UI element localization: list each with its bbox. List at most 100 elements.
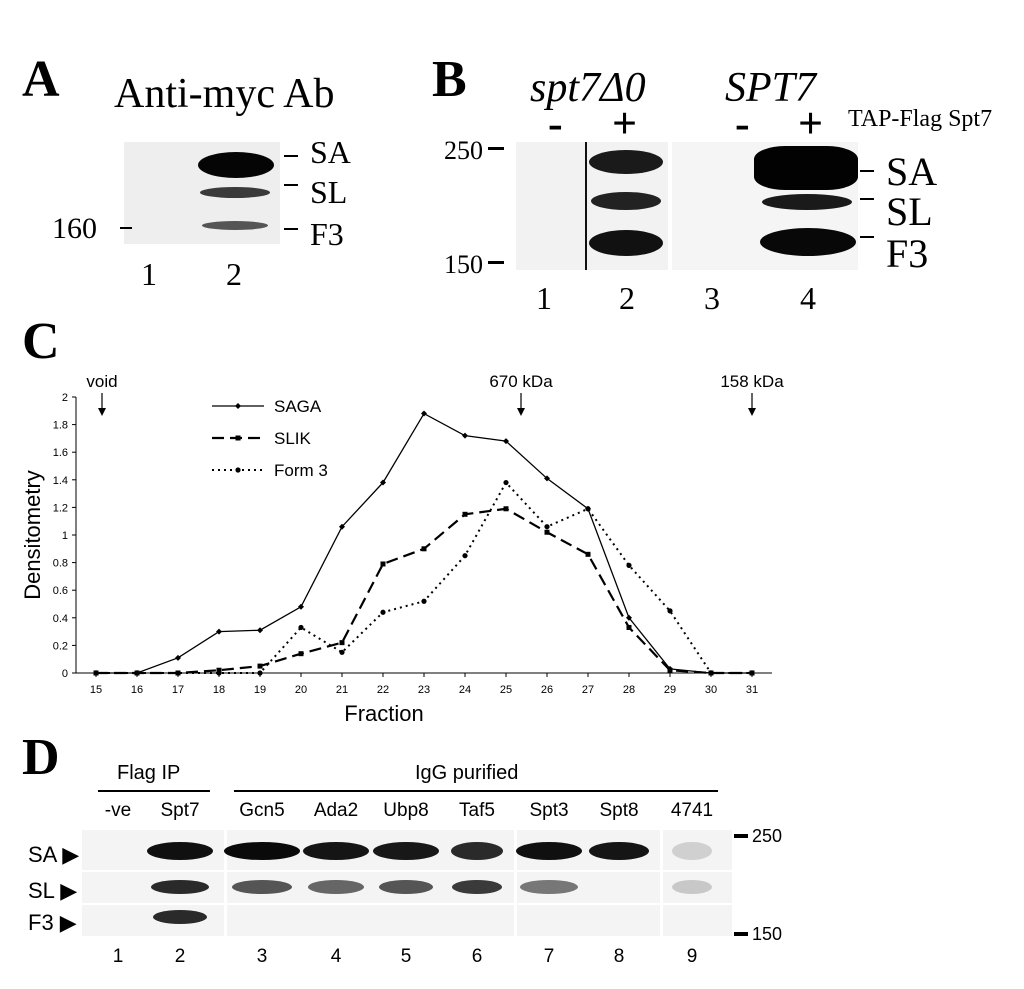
construct-label: TAP-Flag Spt7 — [848, 106, 993, 132]
band-label-sl: SL — [310, 174, 348, 210]
panel-d-blot — [82, 830, 732, 936]
data-point — [626, 624, 632, 630]
panel-d-letter: D — [22, 729, 60, 786]
data-point — [585, 506, 591, 512]
blot-band — [762, 194, 852, 210]
marker-label-150: 150 — [752, 924, 783, 944]
legend-label: Form 3 — [274, 461, 328, 480]
data-point — [339, 649, 345, 655]
blot-band — [589, 150, 663, 174]
y-tick-label: 0.6 — [53, 585, 68, 597]
sign-minus: - — [548, 99, 563, 148]
marker-tick — [488, 261, 504, 264]
data-point — [216, 670, 222, 676]
annotation-arrowhead — [517, 408, 525, 416]
row-divider — [82, 903, 732, 905]
legend-marker — [235, 403, 241, 409]
column-header: -ve — [104, 800, 132, 821]
band-label-f3: F3 — [886, 231, 929, 276]
blot-band — [147, 842, 213, 860]
blot-band — [760, 228, 856, 256]
x-tick-label: 23 — [418, 684, 430, 696]
y-tick-label: 2 — [62, 392, 68, 404]
lane-number: 6 — [471, 946, 483, 967]
x-tick-label: 20 — [295, 684, 307, 696]
blot-band — [232, 880, 292, 894]
data-point — [339, 523, 345, 530]
marker-tick — [734, 834, 748, 838]
x-tick-label: 18 — [213, 684, 225, 696]
x-tick-label: 16 — [131, 684, 143, 696]
data-point — [503, 479, 509, 486]
blot-band — [379, 880, 433, 894]
annotation-arrowhead — [98, 408, 106, 416]
blot-band — [672, 880, 712, 894]
legend-marker — [235, 467, 241, 473]
annotation-label: void — [86, 372, 117, 391]
blot-band — [589, 842, 649, 860]
group-label-igg-purified: IgG purified — [415, 762, 519, 784]
blot-band — [308, 880, 364, 894]
band-label-sa: SA — [310, 134, 351, 170]
panel-a-blot — [124, 142, 280, 244]
panel-b-letter: B — [432, 51, 467, 108]
x-tick-label: 17 — [172, 684, 184, 696]
data-point — [421, 546, 427, 552]
annotation-arrowhead — [748, 408, 756, 416]
x-tick-label: 15 — [90, 684, 102, 696]
data-point — [544, 475, 550, 482]
panel-a-letter: A — [22, 51, 60, 108]
data-point — [380, 609, 386, 615]
data-point — [462, 511, 468, 517]
data-point — [421, 598, 427, 604]
marker-tick — [488, 147, 504, 150]
column-header: Ada2 — [313, 800, 359, 821]
data-point — [503, 506, 509, 512]
band-tick — [860, 198, 874, 200]
data-point — [216, 628, 222, 635]
data-point — [421, 410, 427, 417]
y-tick-label: 0 — [62, 668, 68, 680]
legend-label: SAGA — [274, 397, 322, 416]
x-axis-title: Fraction — [344, 701, 423, 726]
blot-band — [452, 880, 502, 894]
sign-plus: + — [612, 99, 638, 148]
data-point — [544, 529, 550, 535]
lane-number: 1 — [141, 256, 157, 292]
column-header: 4741 — [670, 800, 714, 821]
series-line-saga — [96, 412, 752, 674]
row-label-sl: SL ▶ — [28, 878, 78, 903]
sign-plus: + — [798, 99, 824, 148]
y-tick-label: 0.2 — [53, 640, 68, 652]
lane-number: 2 — [619, 280, 635, 316]
y-tick-label: 0.4 — [53, 613, 68, 625]
x-tick-label: 30 — [705, 684, 717, 696]
lane-number: 5 — [400, 946, 412, 967]
data-point — [462, 432, 468, 439]
data-point — [626, 614, 632, 621]
x-tick-label: 29 — [664, 684, 676, 696]
blot-band — [672, 842, 712, 860]
blot-band — [451, 842, 503, 860]
x-tick-label: 22 — [377, 684, 389, 696]
blot-band — [151, 880, 209, 894]
panel-c-letter: C — [22, 313, 60, 370]
row-label-f3: F3 ▶ — [28, 910, 77, 935]
band-tick — [284, 228, 298, 230]
strain-label-deletion: spt7Δ0 — [530, 65, 646, 111]
marker-label-250: 250 — [752, 826, 783, 846]
blot-band — [200, 187, 270, 198]
data-point — [257, 663, 263, 669]
column-header: Spt3 — [529, 800, 569, 821]
lane-number: 2 — [226, 256, 242, 292]
lane-divider — [660, 830, 663, 936]
annotation-label: 158 kDa — [720, 372, 784, 391]
legend-label: SLIK — [274, 429, 312, 448]
marker-label-150: 150 — [444, 250, 483, 279]
x-tick-label: 25 — [500, 684, 512, 696]
data-point — [585, 551, 591, 557]
data-point — [380, 479, 386, 486]
blot-band — [520, 880, 578, 894]
data-point — [749, 670, 755, 676]
data-point — [626, 562, 632, 568]
